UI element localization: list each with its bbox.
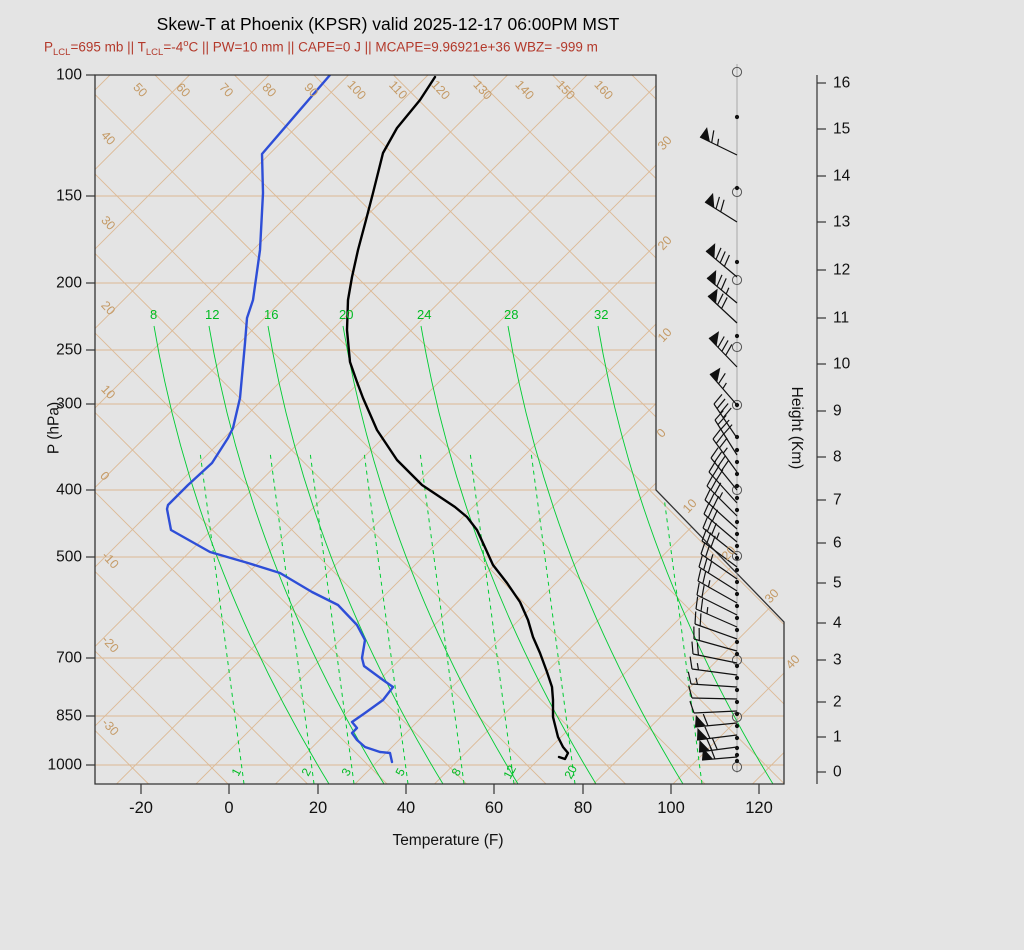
- height-axis-title: Height (Km): [787, 386, 805, 470]
- sounding-curves: [165, 75, 570, 764]
- height-tick-label: 12: [833, 261, 851, 279]
- subtitle-segment: LCL: [145, 47, 164, 59]
- pressure-tick-label: 500: [56, 548, 82, 566]
- subtitle-segment: =695 mb || T: [70, 39, 146, 55]
- temperature-tick-label: 80: [573, 799, 593, 817]
- height-tick-label: 3: [833, 651, 842, 669]
- pressure-tick-label: 200: [56, 274, 82, 292]
- subtitle-segment: =-4: [163, 39, 184, 55]
- height-tick-label: 6: [833, 534, 842, 552]
- pressure-tick-label: 100: [56, 66, 82, 84]
- height-tick-label: 8: [833, 448, 842, 466]
- temperature-tick-label: 60: [484, 799, 504, 817]
- height-tick-label: 13: [833, 213, 851, 231]
- temperature-axis-title: Temperature (F): [392, 832, 504, 849]
- height-tick-label: 10: [833, 355, 851, 373]
- wind-barb-column: [687, 64, 743, 773]
- moist-adiabat-label: 24: [417, 307, 432, 322]
- moist-adiabat-label: 32: [594, 307, 609, 322]
- temperature-tick-label: 100: [657, 799, 685, 817]
- height-tick-label: 11: [833, 309, 850, 327]
- temperature-tick-label: 0: [224, 799, 234, 817]
- moist-adiabat-label: 16: [264, 307, 279, 322]
- temperature-tick-label: -20: [129, 799, 153, 817]
- temperature-tick-label: 120: [745, 799, 773, 817]
- plot-frame: [94, 74, 785, 785]
- height-tick-label: 14: [833, 167, 851, 185]
- pressure-tick-label: 700: [56, 649, 82, 667]
- height-tick-label: 0: [833, 763, 842, 781]
- temperature-tick-label: 20: [308, 799, 328, 817]
- height-tick-label: 2: [833, 693, 842, 711]
- moist-adiabat-label: 28: [504, 307, 519, 322]
- height-tick-label: 1: [833, 728, 842, 746]
- pressure-tick-label: 850: [56, 707, 82, 725]
- height-tick-label: 16: [833, 74, 851, 92]
- moist-adiabat-and-mixing-lines: [153, 325, 774, 784]
- chart-title: Skew-T at Phoenix (KPSR) valid 2025-12-1…: [156, 14, 620, 34]
- background-grid: [95, 75, 784, 784]
- pressure-tick-label: 1000: [47, 756, 82, 774]
- moist-adiabat-label: 8: [150, 307, 158, 322]
- moist-adiabat-label: 20: [339, 307, 354, 322]
- pressure-tick-label: 400: [56, 481, 82, 499]
- subtitle-segment: o: [183, 38, 189, 49]
- height-tick-label: 9: [833, 402, 842, 420]
- chart-parameters-subtitle: PLCL=695 mb || TLCL=-4oC || PW=10 mm || …: [44, 39, 598, 58]
- height-tick-label: 5: [833, 574, 842, 592]
- pressure-tick-label: 150: [56, 187, 82, 205]
- pressure-tick-label: 300: [56, 395, 82, 413]
- height-tick-label: 7: [833, 491, 842, 509]
- subtitle-segment: P: [44, 39, 54, 55]
- temperature-tick-label: 40: [396, 799, 416, 817]
- subtitle-segment: C || PW=10 mm || CAPE=0 J || MCAPE=9.969…: [188, 39, 598, 55]
- axis-ticks: [86, 74, 826, 794]
- subtitle-segment: LCL: [53, 47, 71, 59]
- height-tick-label: 4: [833, 614, 842, 632]
- pressure-tick-label: 250: [56, 341, 82, 359]
- moist-adiabat-label: 12: [205, 307, 220, 322]
- height-tick-label: 15: [833, 120, 851, 138]
